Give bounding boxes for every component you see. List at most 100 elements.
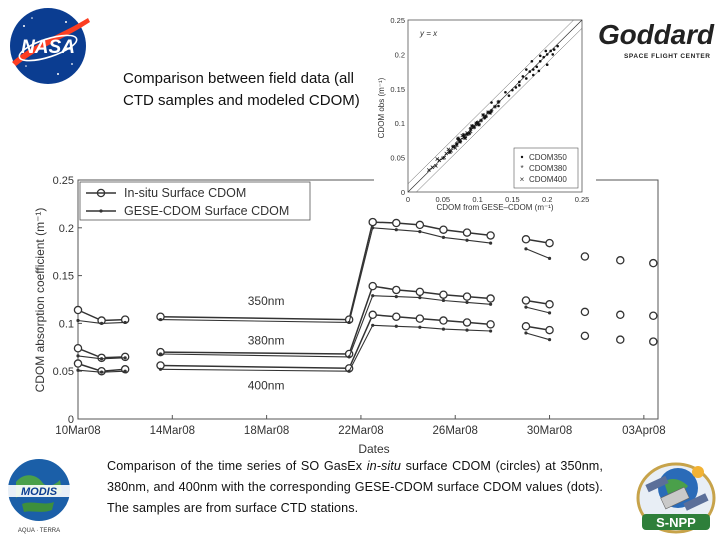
modis-logo: MODIS AQUA · TERRA: [6, 457, 72, 534]
gese-point: [347, 355, 351, 359]
gese-point: [547, 338, 552, 342]
scatter-y-tick-label: 0.2: [395, 50, 405, 59]
scatter-point-380: [475, 120, 480, 125]
series-line-gese-350nm: [160, 227, 491, 323]
insitu-point: [649, 311, 658, 321]
scatter-point-380: [493, 104, 497, 109]
insitu-point: [486, 320, 495, 329]
annotation-label: 350nm: [248, 294, 285, 308]
annotation-label: 400nm: [248, 378, 285, 392]
gese-point: [394, 228, 398, 232]
scatter-point-400: [435, 157, 440, 161]
insitu-point: [486, 231, 495, 240]
x-tick-label: 14Mar08: [150, 425, 195, 437]
legend-box: [79, 181, 311, 221]
main-legend: In-situ Surface CDOM GESE-CDOM Surface C…: [79, 181, 311, 221]
scatter-ticks: 0 0.05 0.1 0.15 0.2 0.25 0 0.05 0.1 0.15 0.2 0.25: [390, 16, 589, 204]
insitu-point: [580, 252, 590, 261]
scatter-point-380: [488, 110, 493, 115]
caption-in-situ: in-situ: [366, 459, 402, 473]
series-line-gese-380nm: [525, 306, 550, 314]
legend-insitu-label: In-situ Surface CDOM: [124, 186, 246, 200]
scatter-point-350: [531, 73, 535, 77]
scatter-point-380: [468, 126, 473, 131]
scatter-point-400: [456, 138, 460, 143]
series-line-gese-400nm: [525, 332, 550, 341]
gese-point: [465, 328, 469, 332]
scatter-point-400: [468, 129, 473, 134]
scatter-x-tick-label: 0.15: [505, 195, 520, 204]
y-tick-label: 0: [68, 414, 74, 426]
insitu-point: [368, 310, 377, 320]
insitu-point: [649, 258, 658, 268]
scatter-point-400: [463, 136, 467, 141]
insitu-point: [616, 310, 625, 320]
scatter-point-350: [535, 65, 539, 69]
y-tick-label: 0.15: [53, 271, 74, 283]
insitu-point: [392, 312, 401, 321]
scatter-x-tick-label: 0.2: [542, 195, 552, 204]
insitu-point: [545, 300, 554, 309]
scatter-point-400: [449, 148, 453, 153]
insitu-point: [368, 281, 377, 291]
scatter-point-350: [551, 53, 555, 56]
goddard-logo: Goddard SPACE FLIGHT CENTER: [594, 10, 718, 74]
insitu-point: [415, 220, 425, 230]
gese-point: [489, 302, 493, 306]
scatter-point-380: [456, 136, 461, 141]
scatter-point-350: [507, 94, 511, 97]
time-series-caption: Comparison of the time series of SO GasE…: [107, 456, 603, 519]
scatter-point-400: [454, 143, 459, 148]
scatter-point-400: [430, 165, 435, 170]
scatter-point-400: [472, 124, 476, 128]
scatter-point-350: [514, 86, 518, 89]
x-tick-label: 22Mar08: [338, 425, 383, 437]
scatter-point-380: [467, 131, 472, 136]
scatter-point-400: [453, 146, 458, 150]
modis-ring-text: AQUA · TERRA: [18, 528, 60, 534]
insitu-point: [580, 307, 590, 317]
scatter-point-350: [545, 63, 549, 67]
scatter-point-400: [475, 122, 480, 127]
scatter-legend-box: [513, 147, 579, 189]
gese-point: [123, 369, 127, 373]
gese-point: [489, 241, 493, 245]
scatter-y-tick-label: 0.15: [390, 85, 405, 94]
gese-point: [547, 311, 552, 315]
insitu-point: [521, 296, 531, 305]
scatter-point-400: [446, 147, 451, 152]
x-tick-label: 10Mar08: [55, 425, 100, 437]
insitu-point: [462, 228, 472, 237]
insitu-point: [439, 225, 448, 234]
scatter-point-350: [542, 55, 546, 59]
gese-point: [99, 321, 104, 325]
scatter-x-label: CDOM from GESE–CDOM (m⁻¹): [436, 203, 553, 212]
scatter-point-400: [427, 168, 431, 172]
scatter-point-400: [451, 144, 456, 149]
gese-point: [547, 256, 552, 260]
annotation-label: 380nm: [248, 333, 285, 347]
scatter-legend-dot-icon: [520, 155, 524, 159]
x-axis-label: Dates: [358, 442, 389, 456]
y-tick-labels: 0 0.05 0.1 0.15 0.2 0.25: [53, 175, 82, 426]
scatter-x-tick-label: 0.1: [472, 195, 482, 204]
scatter-point-380: [479, 118, 484, 123]
scatter-point-350: [528, 70, 532, 73]
scatter-point-400: [460, 133, 465, 138]
insitu-point: [486, 294, 495, 303]
scatter-point-350: [545, 53, 549, 56]
scatter-point-380: [476, 122, 481, 127]
insitu-point: [392, 218, 401, 228]
scatter-point-380: [458, 139, 463, 144]
gese-point: [76, 368, 80, 372]
plot-frame: [77, 179, 659, 420]
gese-point: [123, 356, 127, 360]
insitu-point: [415, 314, 425, 323]
gese-point: [441, 298, 446, 303]
lower-bound-line: [416, 28, 583, 193]
time-series-chart: 0 0.05 0.1 0.15 0.2 0.25 10Mar08 14Mar08 18Mar0…: [33, 175, 666, 456]
insitu-point: [649, 337, 658, 346]
gese-point: [418, 295, 422, 300]
scatter-point-350: [511, 88, 514, 92]
scatter-points: [427, 44, 559, 172]
